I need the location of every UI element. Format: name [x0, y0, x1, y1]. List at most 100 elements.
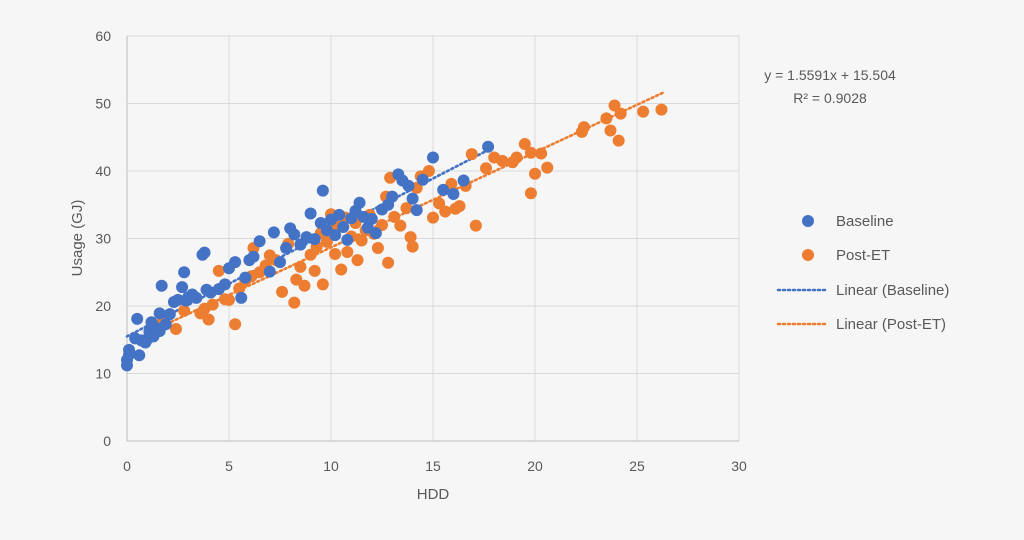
legend-marker-baseline: [802, 215, 814, 227]
data-point-post-et: [427, 211, 439, 224]
data-point-post-et: [510, 151, 523, 164]
data-point-baseline: [176, 281, 189, 294]
data-point-baseline: [482, 140, 495, 153]
data-point-baseline: [288, 228, 301, 241]
legend-item-linear-baseline: Linear (Baseline): [776, 282, 949, 299]
legend-label-post-et: Post-ET: [836, 247, 890, 264]
data-point-baseline: [163, 308, 176, 321]
data-point-post-et: [178, 304, 191, 317]
data-point-baseline: [235, 291, 248, 304]
data-point-post-et: [355, 234, 368, 247]
trendline-equation: y = 1.5591x + 15.504: [764, 67, 896, 83]
x-tick-label: 15: [425, 458, 441, 474]
data-point-post-et: [371, 241, 384, 254]
x-tick-label: 30: [731, 458, 747, 474]
data-point-post-et: [223, 293, 235, 306]
data-point-baseline: [155, 279, 168, 292]
data-point-post-et: [612, 134, 625, 147]
trendline-r-squared: R² = 0.9028: [793, 90, 867, 106]
data-point-baseline: [329, 229, 342, 242]
data-point-baseline: [131, 312, 144, 325]
data-point-post-et: [524, 146, 537, 159]
data-point-post-et: [202, 313, 215, 326]
data-point-post-et: [288, 296, 301, 309]
data-point-post-et: [290, 273, 303, 286]
data-point-baseline: [263, 265, 276, 278]
data-point-baseline: [437, 183, 450, 196]
data-point-post-et: [496, 154, 509, 167]
data-point-baseline: [178, 266, 191, 279]
x-tick-label: 0: [123, 458, 131, 474]
data-point-post-et: [439, 205, 452, 218]
data-point-post-et: [351, 254, 364, 267]
data-point-post-et: [382, 256, 395, 269]
data-point-baseline: [198, 246, 211, 259]
data-point-baseline: [402, 179, 415, 192]
data-point-post-et: [577, 121, 590, 134]
data-point-baseline: [190, 291, 203, 304]
data-point-baseline: [247, 250, 260, 263]
data-point-post-et: [320, 235, 333, 248]
x-tick-label: 5: [225, 458, 233, 474]
data-point-baseline: [239, 271, 252, 284]
data-point-baseline: [133, 349, 146, 362]
data-point-baseline: [410, 204, 423, 217]
data-point-baseline: [316, 184, 329, 197]
legend: Baseline Post-ET Linear (Baseline) Linea…: [776, 213, 949, 333]
data-point-baseline: [229, 256, 242, 269]
data-point-baseline: [333, 208, 346, 221]
data-points: [121, 99, 668, 372]
data-point-baseline: [159, 318, 172, 331]
y-tick-label: 40: [95, 163, 111, 179]
legend-marker-post-et: [802, 249, 814, 261]
data-point-post-et: [422, 165, 435, 177]
axes: 0 5 10 15 20 25 30 0 10 20 30 40 50 60: [95, 28, 747, 474]
data-point-baseline: [253, 235, 266, 248]
data-point-baseline: [341, 233, 354, 246]
data-point-baseline: [406, 192, 419, 205]
x-tick-label: 25: [629, 458, 645, 474]
data-point-baseline: [416, 173, 429, 186]
x-axis-title: HDD: [417, 486, 450, 503]
data-point-baseline: [218, 278, 231, 291]
data-point-post-et: [637, 105, 650, 118]
data-point-post-et: [229, 318, 242, 331]
data-point-post-et: [388, 210, 401, 223]
y-tick-label: 30: [95, 231, 111, 247]
data-point-post-et: [469, 219, 482, 232]
data-point-baseline: [274, 256, 286, 269]
data-point-post-et: [453, 200, 466, 213]
data-point-post-et: [541, 161, 554, 174]
data-point-post-et: [335, 263, 348, 276]
gridlines: [127, 35, 740, 441]
data-point-baseline: [427, 151, 439, 164]
data-point-post-et: [394, 219, 407, 232]
legend-label-linear-baseline: Linear (Baseline): [836, 282, 949, 299]
y-tick-label: 60: [95, 28, 111, 44]
data-point-post-et: [614, 107, 627, 120]
data-point-post-et: [406, 240, 419, 253]
data-point-post-et: [535, 147, 548, 160]
data-point-post-et: [404, 231, 417, 244]
data-point-post-et: [480, 162, 493, 175]
data-point-post-et: [465, 148, 478, 161]
data-point-post-et: [276, 285, 289, 298]
data-point-baseline: [337, 221, 350, 234]
data-point-post-et: [169, 322, 182, 335]
data-point-post-et: [400, 202, 413, 215]
legend-label-linear-post-et: Linear (Post-ET): [836, 316, 946, 333]
data-point-baseline: [308, 233, 321, 246]
x-tick-label: 20: [527, 458, 543, 474]
data-point-baseline: [386, 190, 399, 203]
data-point-post-et: [298, 279, 311, 292]
data-point-post-et: [294, 260, 307, 273]
data-point-post-et: [600, 112, 613, 125]
data-point-post-et: [529, 167, 541, 180]
data-point-baseline: [267, 226, 280, 239]
y-tick-label: 50: [95, 96, 111, 112]
data-point-post-et: [316, 278, 329, 291]
data-point-post-et: [341, 246, 354, 258]
data-point-post-et: [308, 264, 321, 277]
y-tick-label: 20: [95, 298, 111, 314]
legend-label-baseline: Baseline: [836, 213, 894, 230]
